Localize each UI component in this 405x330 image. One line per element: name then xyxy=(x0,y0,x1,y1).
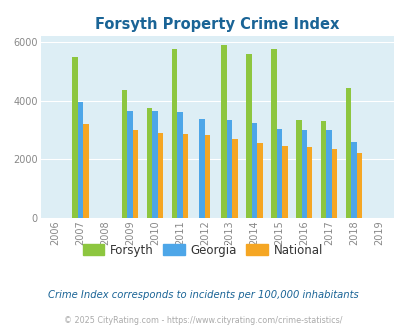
Bar xyxy=(83,124,88,218)
Bar xyxy=(147,108,152,218)
Bar xyxy=(158,133,163,218)
Bar xyxy=(182,134,188,218)
Bar xyxy=(226,120,232,218)
Bar xyxy=(281,146,287,218)
Bar xyxy=(331,149,337,218)
Bar xyxy=(345,87,350,218)
Bar xyxy=(350,142,356,218)
Bar xyxy=(356,153,361,218)
Text: Crime Index corresponds to incidents per 100,000 inhabitants: Crime Index corresponds to incidents per… xyxy=(47,290,358,300)
Bar xyxy=(326,130,331,218)
Bar xyxy=(152,111,158,218)
Bar xyxy=(257,143,262,218)
Bar xyxy=(320,121,326,218)
Bar xyxy=(221,45,226,218)
Bar xyxy=(122,90,127,218)
Bar xyxy=(276,128,281,218)
Bar xyxy=(199,119,204,218)
Bar xyxy=(295,120,301,218)
Bar xyxy=(72,57,77,218)
Bar xyxy=(132,130,138,218)
Bar xyxy=(171,50,177,218)
Text: © 2025 CityRating.com - https://www.cityrating.com/crime-statistics/: © 2025 CityRating.com - https://www.city… xyxy=(64,315,341,325)
Bar xyxy=(301,130,306,218)
Bar xyxy=(204,135,210,218)
Bar xyxy=(251,123,257,218)
Bar xyxy=(77,102,83,218)
Bar xyxy=(306,147,312,218)
Bar xyxy=(246,54,251,218)
Bar xyxy=(127,111,132,218)
Title: Forsyth Property Crime Index: Forsyth Property Crime Index xyxy=(95,17,339,32)
Bar xyxy=(177,112,182,218)
Legend: Forsyth, Georgia, National: Forsyth, Georgia, National xyxy=(78,239,327,261)
Bar xyxy=(232,139,237,218)
Bar xyxy=(271,50,276,218)
